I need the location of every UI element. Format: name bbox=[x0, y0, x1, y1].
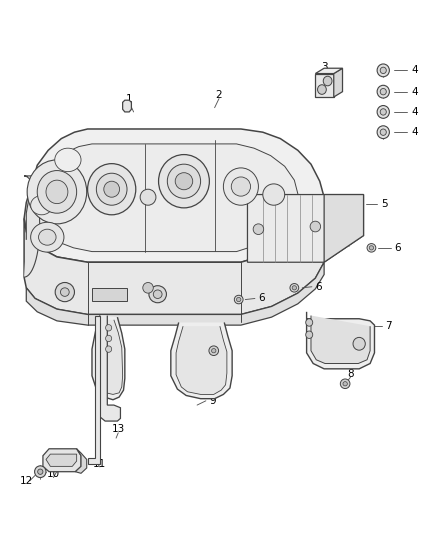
Ellipse shape bbox=[306, 331, 313, 338]
Ellipse shape bbox=[343, 382, 347, 386]
Ellipse shape bbox=[46, 180, 68, 204]
Ellipse shape bbox=[104, 181, 120, 197]
Ellipse shape bbox=[380, 129, 386, 135]
Polygon shape bbox=[315, 74, 334, 97]
Text: 2: 2 bbox=[215, 90, 223, 100]
Text: 3: 3 bbox=[321, 62, 328, 71]
Polygon shape bbox=[92, 316, 125, 400]
Text: 10: 10 bbox=[47, 470, 60, 479]
Polygon shape bbox=[43, 449, 81, 472]
Polygon shape bbox=[307, 312, 374, 369]
Ellipse shape bbox=[106, 335, 112, 342]
Ellipse shape bbox=[149, 286, 166, 303]
Ellipse shape bbox=[167, 164, 201, 198]
Text: 8: 8 bbox=[347, 369, 354, 379]
Ellipse shape bbox=[159, 155, 209, 208]
Text: 5: 5 bbox=[381, 199, 388, 208]
Polygon shape bbox=[311, 316, 370, 364]
Text: 4: 4 bbox=[412, 107, 418, 117]
Polygon shape bbox=[24, 176, 40, 277]
Ellipse shape bbox=[369, 246, 374, 250]
Ellipse shape bbox=[88, 164, 136, 215]
Text: 13: 13 bbox=[112, 424, 125, 434]
Text: 4: 4 bbox=[412, 127, 418, 137]
Polygon shape bbox=[46, 454, 77, 466]
Ellipse shape bbox=[209, 346, 219, 356]
Ellipse shape bbox=[175, 173, 193, 190]
Text: 7: 7 bbox=[385, 321, 392, 331]
Polygon shape bbox=[334, 68, 343, 97]
Ellipse shape bbox=[306, 319, 313, 326]
Ellipse shape bbox=[310, 221, 321, 232]
Polygon shape bbox=[171, 322, 232, 399]
Ellipse shape bbox=[323, 76, 332, 86]
Ellipse shape bbox=[253, 224, 264, 235]
Ellipse shape bbox=[106, 325, 112, 331]
Ellipse shape bbox=[60, 288, 69, 296]
Ellipse shape bbox=[143, 282, 153, 293]
Text: 4: 4 bbox=[412, 66, 418, 75]
Polygon shape bbox=[123, 100, 131, 112]
Polygon shape bbox=[88, 316, 100, 464]
Ellipse shape bbox=[367, 244, 376, 252]
Polygon shape bbox=[75, 449, 87, 473]
Ellipse shape bbox=[38, 469, 43, 474]
Ellipse shape bbox=[380, 88, 386, 95]
Ellipse shape bbox=[380, 109, 386, 115]
Ellipse shape bbox=[237, 297, 241, 302]
Polygon shape bbox=[193, 325, 223, 335]
Ellipse shape bbox=[223, 168, 258, 205]
Text: 6: 6 bbox=[258, 294, 265, 303]
Ellipse shape bbox=[140, 189, 156, 205]
Text: 6: 6 bbox=[315, 282, 322, 292]
Polygon shape bbox=[92, 288, 127, 301]
Polygon shape bbox=[97, 320, 123, 394]
Ellipse shape bbox=[31, 222, 64, 252]
Ellipse shape bbox=[31, 196, 53, 215]
Ellipse shape bbox=[37, 171, 77, 213]
Polygon shape bbox=[324, 195, 364, 262]
Polygon shape bbox=[37, 144, 299, 252]
Ellipse shape bbox=[292, 286, 297, 290]
Text: 4: 4 bbox=[412, 87, 418, 96]
Text: 12: 12 bbox=[20, 476, 33, 486]
Polygon shape bbox=[176, 326, 227, 394]
Ellipse shape bbox=[234, 295, 243, 304]
Text: 1: 1 bbox=[126, 94, 133, 103]
Ellipse shape bbox=[377, 126, 389, 139]
Text: 9: 9 bbox=[209, 396, 216, 406]
Ellipse shape bbox=[153, 290, 162, 298]
Ellipse shape bbox=[106, 346, 112, 352]
Ellipse shape bbox=[380, 67, 386, 74]
Ellipse shape bbox=[35, 466, 46, 478]
Ellipse shape bbox=[377, 85, 389, 98]
Ellipse shape bbox=[96, 173, 127, 205]
Ellipse shape bbox=[231, 177, 251, 196]
Polygon shape bbox=[24, 216, 324, 314]
Ellipse shape bbox=[340, 379, 350, 389]
Ellipse shape bbox=[39, 229, 56, 245]
Ellipse shape bbox=[55, 282, 74, 302]
Ellipse shape bbox=[27, 160, 87, 224]
Text: 11: 11 bbox=[93, 459, 106, 469]
Ellipse shape bbox=[353, 337, 365, 350]
Polygon shape bbox=[26, 262, 324, 325]
Polygon shape bbox=[315, 68, 343, 74]
Ellipse shape bbox=[55, 148, 81, 172]
Ellipse shape bbox=[318, 85, 326, 94]
Ellipse shape bbox=[290, 284, 299, 292]
Polygon shape bbox=[24, 129, 324, 262]
Text: 6: 6 bbox=[394, 243, 401, 253]
Ellipse shape bbox=[377, 106, 389, 118]
Ellipse shape bbox=[377, 64, 389, 77]
Polygon shape bbox=[100, 316, 120, 421]
Ellipse shape bbox=[263, 184, 285, 205]
Text: 8: 8 bbox=[215, 335, 222, 345]
Polygon shape bbox=[247, 195, 364, 262]
Ellipse shape bbox=[212, 349, 216, 353]
